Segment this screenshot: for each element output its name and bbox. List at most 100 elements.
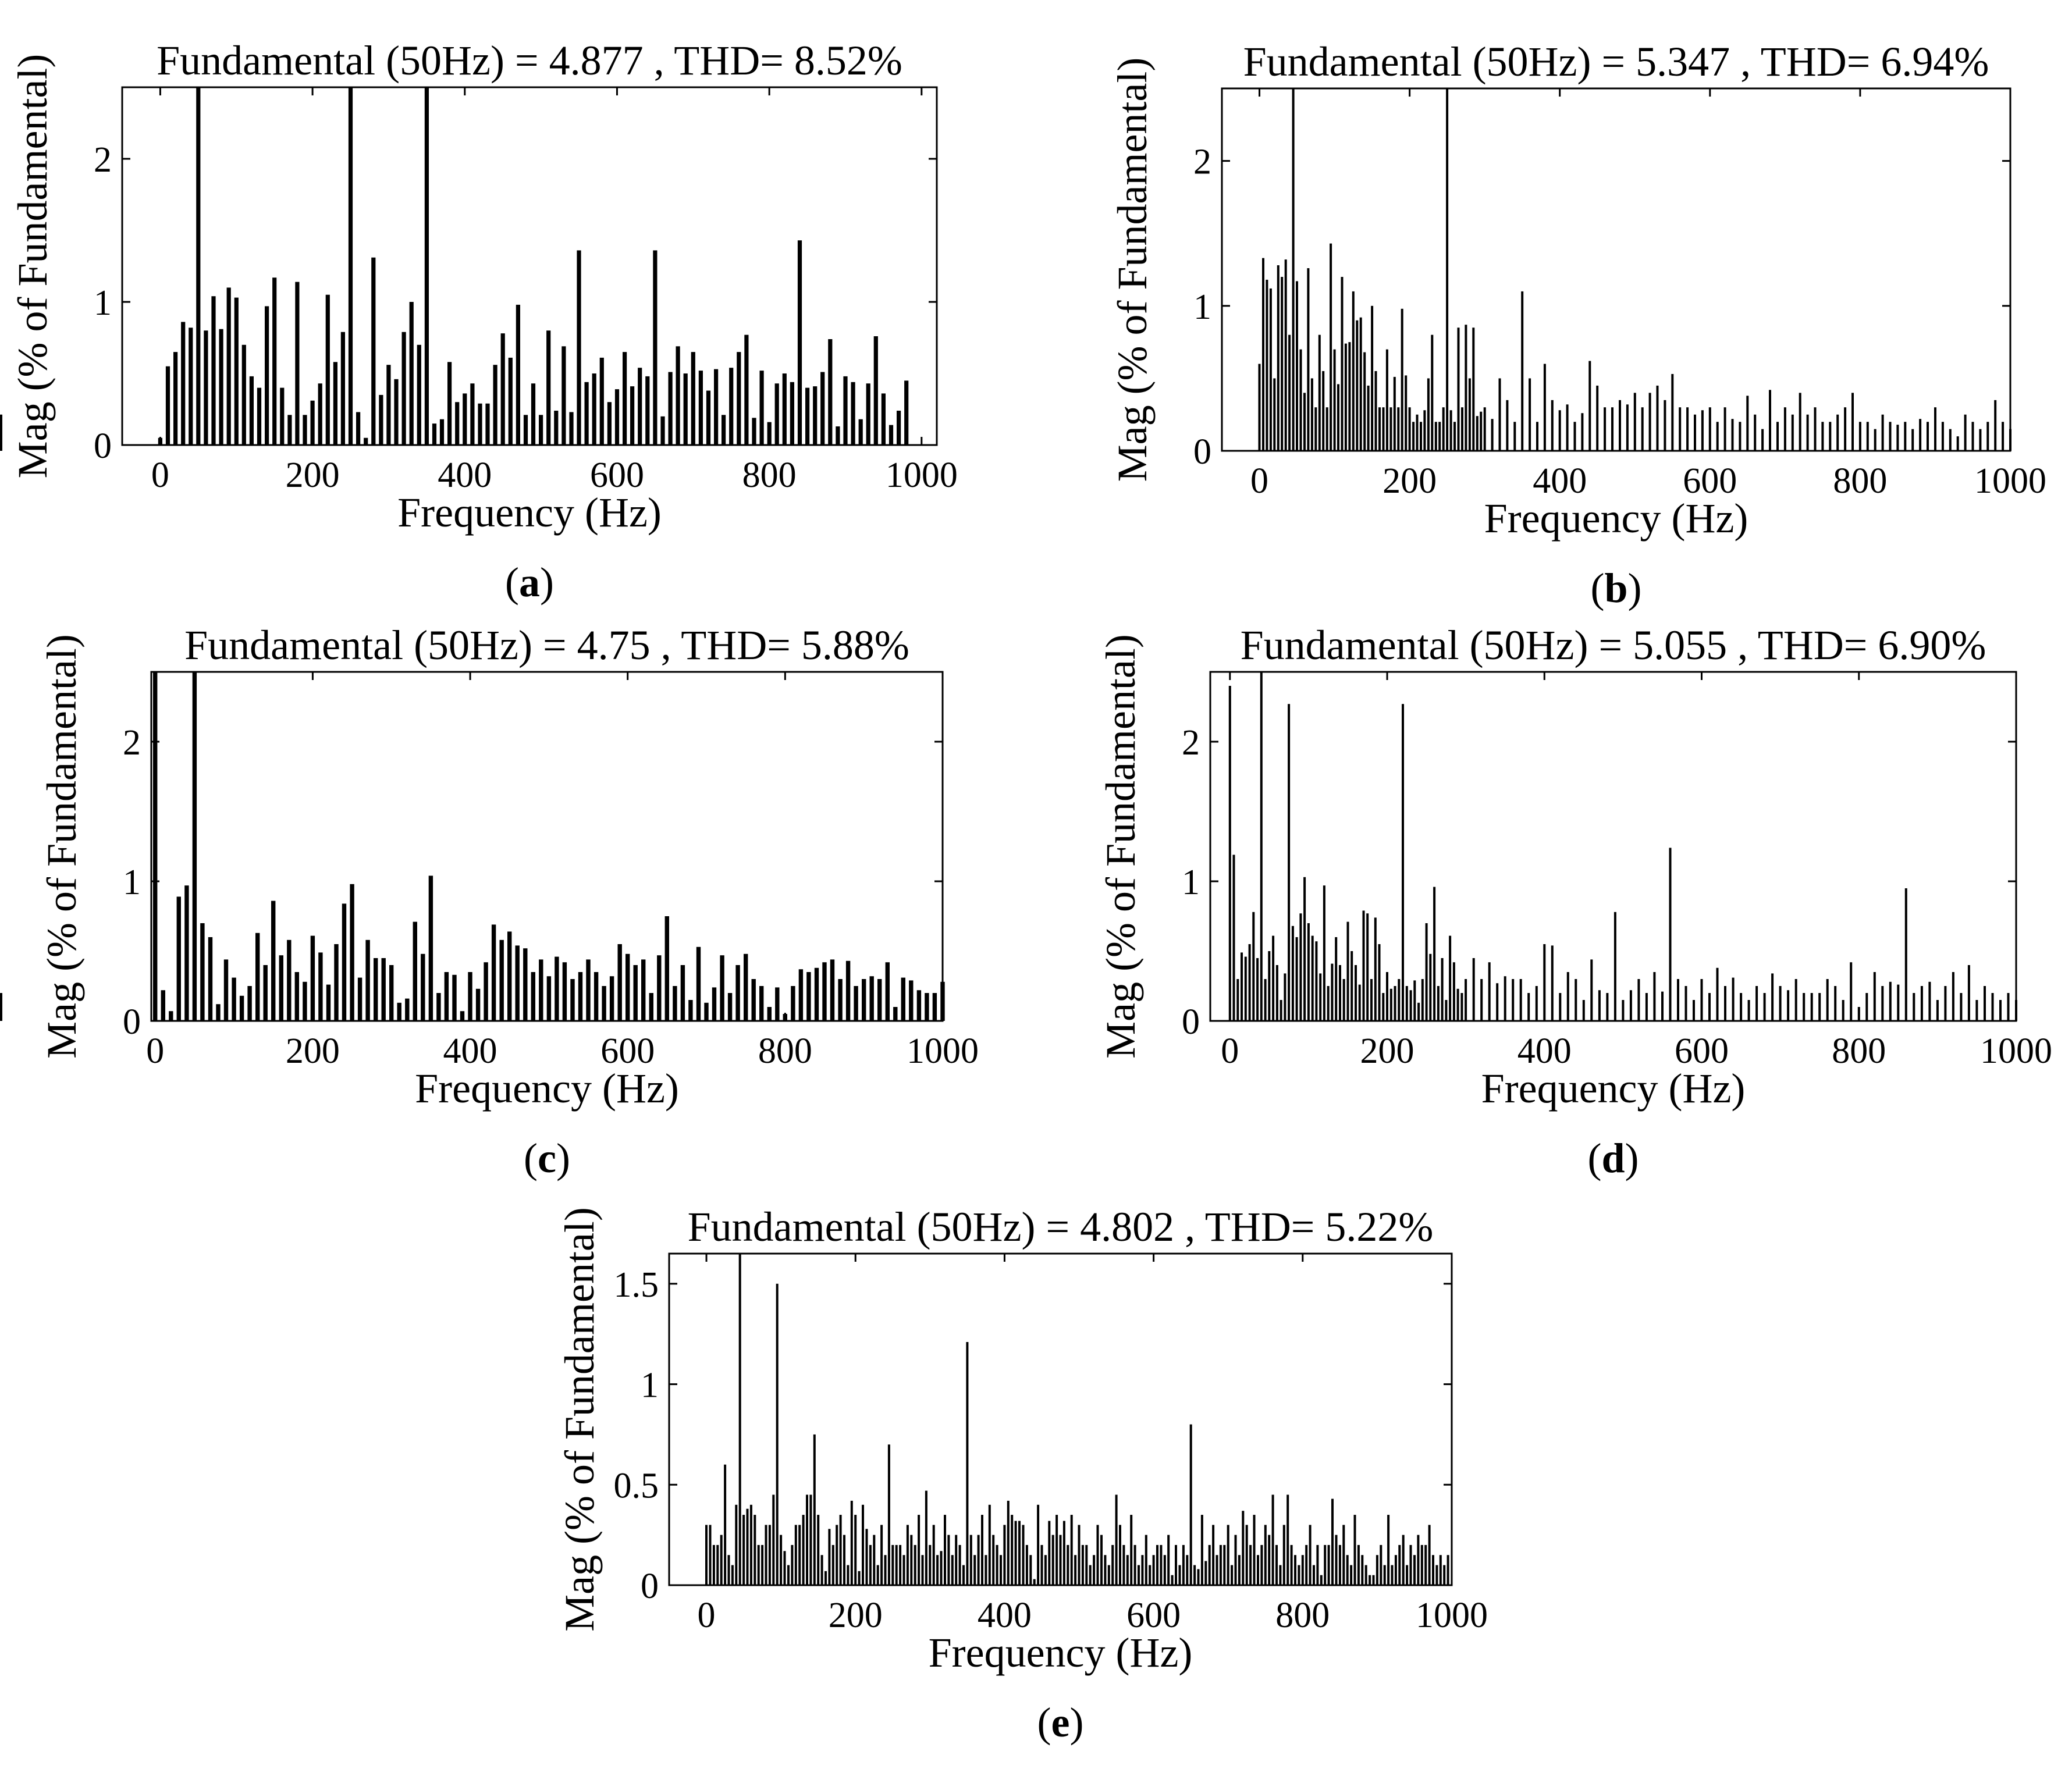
bar — [1025, 1544, 1028, 1585]
bar — [1701, 410, 1704, 451]
bar — [705, 1525, 708, 1585]
bar — [280, 387, 285, 445]
chart-title: Fundamental (50Hz) = 4.877 , THD= 8.52% — [157, 37, 902, 84]
bar — [824, 1571, 827, 1585]
bar — [838, 979, 843, 1021]
bar — [1318, 334, 1321, 451]
bar — [1409, 990, 1412, 1021]
bar — [1290, 1544, 1293, 1585]
bar — [424, 87, 429, 445]
bar — [1432, 1555, 1434, 1585]
bar — [1529, 378, 1531, 451]
bar — [1228, 686, 1231, 1021]
bar — [1378, 407, 1381, 451]
bar — [1383, 1565, 1386, 1585]
y-tick-label: 1.5 — [614, 1265, 659, 1305]
bar — [1356, 320, 1359, 451]
bar — [1979, 429, 1982, 451]
bar — [1842, 1000, 1844, 1021]
bar — [491, 924, 496, 1021]
bar — [1376, 1555, 1378, 1585]
bar — [1186, 1555, 1189, 1585]
bar — [1573, 422, 1576, 451]
y-axis-label: Mag (% of Fundamental) — [38, 634, 85, 1059]
bar — [1449, 410, 1452, 451]
bar — [189, 328, 193, 445]
bar — [869, 1544, 872, 1585]
y-tick-label: 1 — [123, 863, 141, 902]
bar — [169, 1011, 173, 1021]
bar — [1126, 1555, 1129, 1585]
bar — [1504, 976, 1506, 1021]
bar — [904, 380, 909, 445]
bar — [1433, 887, 1436, 1021]
bar — [657, 955, 662, 1021]
bar — [1301, 1555, 1304, 1585]
bar — [1881, 414, 1884, 451]
bar — [862, 979, 866, 1021]
bar — [836, 426, 840, 445]
bar — [379, 394, 383, 445]
bar — [765, 1525, 767, 1585]
bar — [1956, 436, 1959, 451]
bar — [1566, 972, 1569, 1021]
bar — [2007, 993, 2010, 1021]
bar — [1975, 1000, 1978, 1021]
bar — [1204, 1561, 1207, 1585]
bar — [1671, 373, 1674, 451]
bar — [1122, 1544, 1125, 1585]
x-tick-label: 800 — [1275, 1596, 1330, 1635]
x-tick-label: 200 — [829, 1596, 883, 1635]
bar — [1342, 1525, 1345, 1585]
bar — [969, 1535, 972, 1585]
bar — [1829, 422, 1832, 451]
bar — [862, 1504, 864, 1585]
bar — [1964, 414, 1967, 451]
bar — [696, 946, 701, 1021]
x-tick-label: 600 — [1675, 1031, 1729, 1071]
bar — [1413, 1555, 1416, 1585]
bar — [813, 386, 818, 445]
bar — [851, 382, 855, 445]
bar — [1348, 342, 1351, 451]
bar — [452, 974, 457, 1021]
bar — [820, 372, 825, 445]
bar — [271, 900, 276, 1021]
bar — [1641, 407, 1644, 451]
bar — [737, 352, 741, 445]
bar — [1313, 1565, 1315, 1585]
bar — [988, 1504, 991, 1585]
bar — [1465, 325, 1467, 451]
bar — [1160, 1544, 1163, 1585]
bar — [914, 1544, 916, 1585]
bar — [814, 967, 819, 1021]
bar — [1167, 1535, 1170, 1585]
bar — [1521, 291, 1524, 451]
bar — [303, 415, 307, 445]
chart-panel-c: 0 200 400 600 800 1000 0 1 2 Fundamental (50Hz) =… — [38, 622, 979, 1181]
bar — [1723, 407, 1726, 451]
bar — [1783, 407, 1786, 451]
bar — [1693, 1000, 1695, 1021]
bar — [1447, 1555, 1449, 1585]
bar — [1427, 378, 1430, 451]
bar — [906, 1525, 909, 1585]
bar — [515, 945, 520, 1021]
bar — [775, 987, 780, 1021]
bar — [1460, 993, 1463, 1021]
x-tick-label: 0 — [151, 455, 169, 495]
bar — [325, 294, 330, 445]
bar — [625, 953, 630, 1021]
bar — [614, 389, 620, 445]
bar — [1055, 1515, 1058, 1585]
bar — [173, 352, 178, 445]
bar — [389, 965, 394, 1021]
x-tick-label: 600 — [1683, 461, 1737, 501]
y-axis-label: Mag (% of Fundamental) — [9, 54, 56, 479]
bar — [977, 1535, 980, 1585]
bar — [1286, 1494, 1289, 1585]
x-tick-label: 800 — [758, 1031, 812, 1071]
bar — [1141, 1555, 1144, 1585]
bar — [1366, 913, 1369, 1021]
bar — [895, 1544, 898, 1585]
